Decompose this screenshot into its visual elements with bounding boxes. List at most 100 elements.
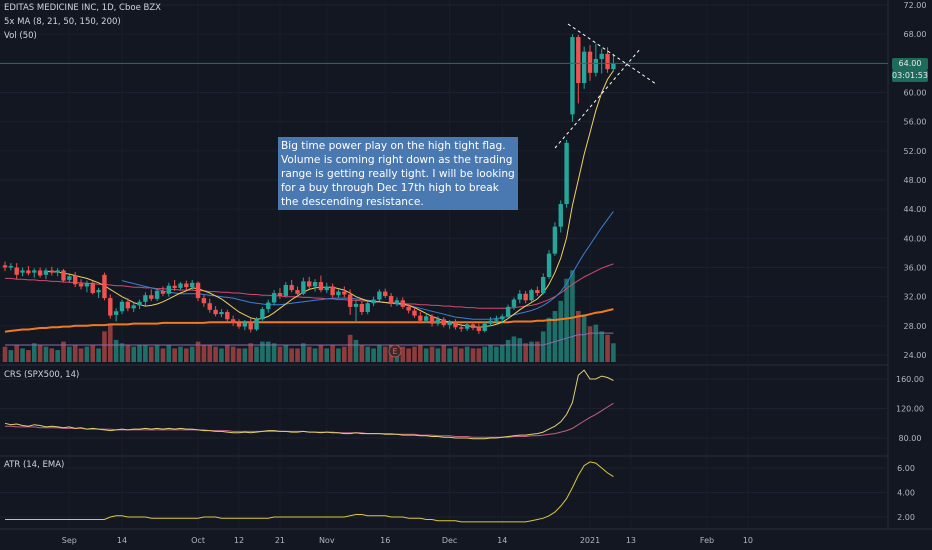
candle-body <box>523 293 528 301</box>
candle-body <box>307 281 312 287</box>
volume-bar <box>55 350 60 362</box>
candle-body <box>383 291 388 296</box>
candle-body <box>78 283 84 287</box>
candle-body <box>318 282 324 291</box>
candle-body <box>406 306 411 311</box>
volume-bar <box>359 345 365 362</box>
candle-body <box>447 322 452 326</box>
candle-body <box>295 290 300 294</box>
volume-bar <box>283 345 289 362</box>
volume-bar <box>96 348 101 362</box>
price-tick-label: 52.00 <box>904 147 927 156</box>
price-tick-label: 60.00 <box>904 89 927 98</box>
volume-bar <box>306 346 312 362</box>
volume-bar <box>61 341 66 362</box>
volume-bar <box>72 345 78 362</box>
candle-body <box>137 301 142 306</box>
candle-body <box>61 270 66 281</box>
volume-bar <box>265 341 271 362</box>
volume-bar <box>31 343 37 362</box>
volume-bar <box>207 345 213 362</box>
earnings-marker-label: E <box>392 347 397 356</box>
volume-bar <box>248 343 253 362</box>
candle-body <box>131 305 136 309</box>
volume-bar <box>418 345 423 362</box>
candle-body <box>564 142 569 205</box>
last-price-tag: 64.00 <box>892 58 928 70</box>
candle-body <box>201 298 207 304</box>
time-tick-label: 14 <box>497 536 507 545</box>
volume-bar <box>312 348 318 362</box>
volume-bar <box>289 348 294 362</box>
volume-bar <box>324 348 330 362</box>
candle-body <box>435 319 441 324</box>
volume-bar <box>14 345 19 362</box>
candle-body <box>529 290 534 301</box>
candle-body <box>160 290 166 294</box>
volume-bar <box>225 345 230 362</box>
candle-body <box>494 319 499 321</box>
volume-bar <box>488 345 493 362</box>
volume-bar <box>254 346 259 362</box>
time-tick-label: 2021 <box>580 536 600 545</box>
candle-body <box>43 270 49 275</box>
volume-bar <box>184 348 189 362</box>
volume-bar <box>90 345 96 362</box>
volume-bar <box>587 326 593 362</box>
volume-bar <box>400 346 406 362</box>
earnings-marker <box>388 344 402 358</box>
candle-body <box>605 53 610 70</box>
candle-body <box>230 319 236 323</box>
volume-bar <box>113 339 119 362</box>
candle-body <box>500 316 505 320</box>
volume-bar <box>178 346 183 362</box>
volume-bar <box>67 346 72 362</box>
volume-bar <box>2 346 8 362</box>
candle-body <box>459 327 464 329</box>
candle-body <box>254 319 259 330</box>
candle-body <box>172 285 177 288</box>
candle-body <box>207 303 212 310</box>
time-tick-label: 10 <box>743 536 753 545</box>
volume-bar <box>43 346 49 362</box>
candle-body <box>20 270 25 273</box>
ma200-line <box>4 308 614 333</box>
volume-bar <box>119 343 125 362</box>
annotation-note[interactable]: Big time power play on the high tight fl… <box>278 137 518 210</box>
volume-bar <box>593 324 599 362</box>
atr-tick-label: 2.00 <box>897 513 915 522</box>
candle-body <box>464 324 470 329</box>
volume-bar <box>230 346 236 362</box>
price-tick-label: 40.00 <box>904 234 927 243</box>
volume-bar <box>143 345 148 362</box>
volume-bar <box>599 331 604 362</box>
volume-bar <box>84 346 90 362</box>
time-tick-label: 21 <box>275 536 285 545</box>
candle-body <box>424 316 429 321</box>
candle-body <box>32 270 37 273</box>
volume-bar <box>20 348 25 362</box>
time-tick-label: Feb <box>700 536 714 545</box>
volume-bar <box>459 348 464 362</box>
volume-bar <box>125 345 131 362</box>
volume-bar <box>382 346 388 362</box>
time-tick-label: Oct <box>191 536 205 545</box>
symbol-title: EDITAS MEDICINE INC, 1D, Cboe BZX <box>4 3 161 13</box>
candle-body <box>505 306 511 317</box>
volume-bar <box>412 346 417 362</box>
volume-bar <box>546 317 552 362</box>
atr-legend: ATR (14, EMA) <box>4 460 65 470</box>
time-tick-label: 14 <box>117 536 127 545</box>
volume-bar <box>564 278 569 362</box>
volume-bar <box>494 346 499 362</box>
time-tick-label: Dec <box>442 536 457 545</box>
candle-body <box>219 311 224 315</box>
volume-bar <box>605 334 610 362</box>
volume-bar <box>166 345 172 362</box>
volume-bar <box>49 348 55 362</box>
candle-body <box>184 283 189 288</box>
candle-body <box>108 298 113 316</box>
candle-body <box>482 323 487 331</box>
volume-bar <box>277 346 283 362</box>
